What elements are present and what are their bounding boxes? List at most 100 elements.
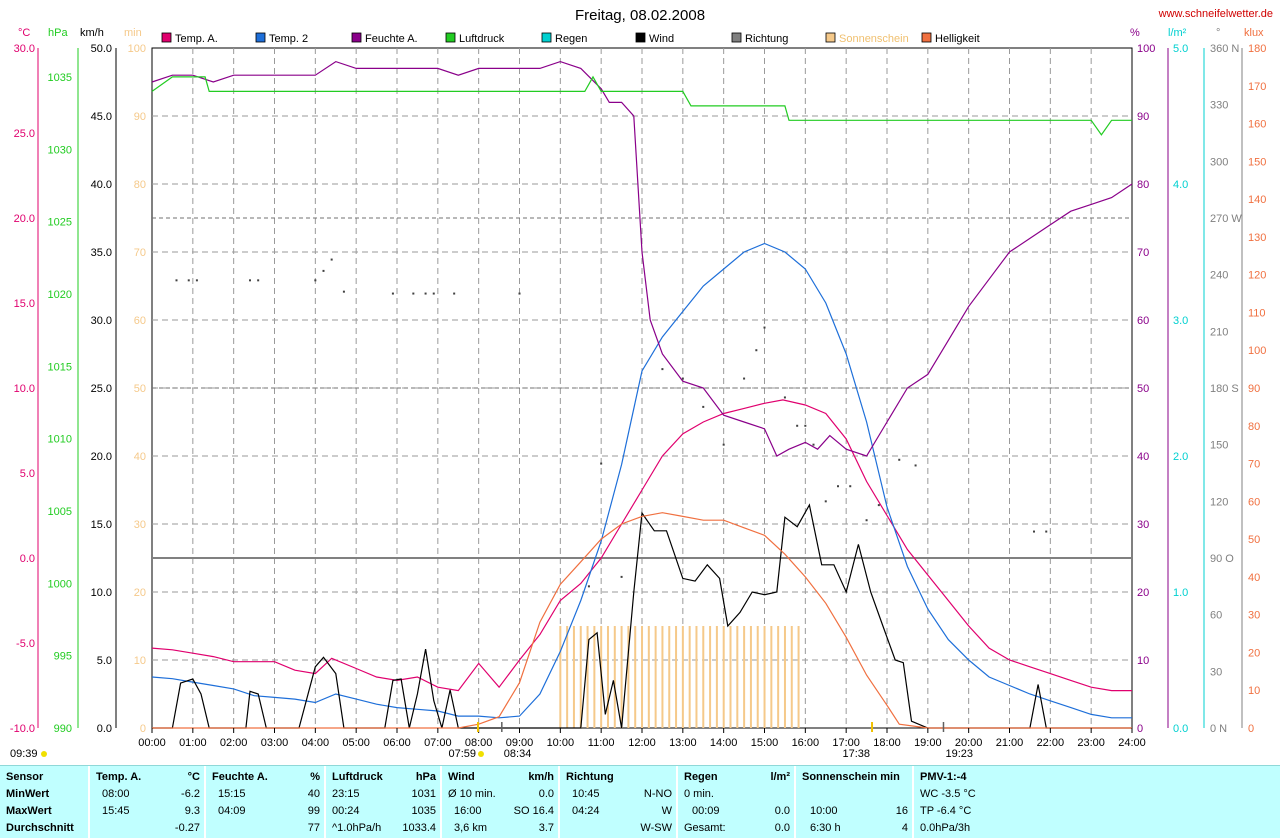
x-axis-tick: 10:00	[547, 737, 575, 749]
stats-wind-max-time: 16:00	[454, 805, 482, 817]
stats-feuchte-avg: 77	[307, 822, 320, 834]
richtung-dot	[195, 279, 198, 282]
sunset-time: 17:38	[842, 748, 870, 760]
axis-lux-tick: 130	[1248, 232, 1266, 244]
axis-wind-tick: 35.0	[91, 247, 112, 259]
stats-label-min: MinWert	[6, 788, 50, 800]
axis-lux-tick: 110	[1248, 307, 1266, 319]
axis-humidity-tick: 0	[1137, 723, 1143, 735]
x-axis-tick: 05:00	[342, 737, 370, 749]
richtung-dot	[804, 424, 807, 427]
richtung-dot	[412, 292, 415, 295]
axis-temp-tick: -10.0	[10, 723, 35, 735]
richtung-dot	[661, 368, 664, 371]
axis-humidity-tick: 100	[1137, 43, 1155, 55]
x-axis-tick: 20:00	[955, 737, 983, 749]
axis-direction-tick: 180 S	[1210, 383, 1239, 395]
stats-col-temp: Temp. A. °C 08:00 -6.2 15:45 9.3 -0.27	[88, 766, 206, 838]
stats-luftdruck-min-time: 23:15	[332, 788, 360, 800]
x-axis-tick: 16:00	[792, 737, 820, 749]
axis-humidity-tick: 40	[1137, 451, 1149, 463]
axis-pressure-tick: 1025	[48, 217, 72, 229]
axis-wind-tick: 15.0	[91, 519, 112, 531]
legend-label-helligkeit: Helligkeit	[935, 33, 980, 45]
sun-icon	[477, 751, 484, 757]
legend-label-wind: Wind	[649, 33, 674, 45]
axis-sun-tick: 40	[134, 451, 146, 463]
axis-rain-tick: 3.0	[1173, 315, 1188, 327]
axis-lux-tick: 150	[1248, 156, 1266, 168]
axis-unit-wind: km/h	[80, 27, 104, 39]
axis-humidity-tick: 30	[1137, 519, 1149, 531]
axis-temp-tick: 15.0	[14, 298, 35, 310]
axis-wind-tick: 0.0	[97, 723, 112, 735]
stats-luftdruck-min: 1031	[411, 788, 436, 800]
stats-col-pmv: PMV-1:-4 WC -3.5 °C TP -6.4 °C 0.0hPa/3h	[912, 766, 1280, 838]
axis-lux-tick: 40	[1248, 572, 1260, 584]
stats-sonne-max: 16	[895, 805, 908, 817]
series-temp-a--line	[151, 399, 1132, 692]
x-axis-tick: 13:00	[669, 737, 697, 749]
stats-regen-max: 0.0	[774, 805, 790, 817]
axis-sun-tick: 90	[134, 111, 146, 123]
richtung-dot	[187, 279, 190, 282]
axis-wind-tick: 5.0	[97, 655, 112, 667]
stats-luftdruck-max-time: 00:24	[332, 805, 360, 817]
legend-swatch-wind	[635, 32, 646, 43]
sunset-civil-time: 19:23	[945, 748, 973, 760]
sunrise-civil-time: 08:34	[504, 748, 532, 760]
stats-regen-total-label: Gesamt:	[684, 822, 726, 834]
richtung-dot	[796, 424, 799, 427]
richtung-dot	[249, 279, 251, 282]
axis-pressure-tick: 990	[54, 723, 72, 735]
legend-swatch-temp_2	[255, 32, 266, 43]
axis-lux-tick: 80	[1248, 421, 1260, 433]
axis-temp-tick: 5.0	[20, 468, 35, 480]
richtung-dot	[453, 292, 456, 295]
legend-label-sonnenschein: Sonnenschein	[839, 33, 909, 45]
stats-temp-avg: -0.27	[174, 822, 200, 834]
richtung-dot	[587, 585, 590, 588]
axis-rain-tick: 2.0	[1173, 451, 1188, 463]
stats-label-max: MaxWert	[6, 805, 52, 817]
axis-lux-tick: 170	[1248, 81, 1266, 93]
stats-label-sensor: Sensor	[6, 771, 44, 783]
axis-pressure-tick: 1015	[48, 361, 72, 373]
axis-lux-tick: 180	[1248, 43, 1266, 55]
moonrise-time: 09:39	[10, 748, 38, 760]
richtung-dot	[755, 349, 758, 352]
axis-rain-tick: 1.0	[1173, 587, 1188, 599]
stats-temp-min-time: 08:00	[102, 788, 130, 800]
axis-direction-tick: 30	[1210, 666, 1222, 678]
series-luftdruck-line	[151, 75, 1132, 136]
axis-unit-pressure: hPa	[48, 27, 68, 39]
axis-sun-tick: 20	[134, 587, 146, 599]
stats-pmv-windchill: WC -3.5 °C	[920, 788, 976, 800]
axis-direction-tick: 360 N	[1210, 43, 1239, 55]
chart-title: Freitag, 08.02.2008	[575, 7, 705, 24]
x-axis-tick: 24:00	[1118, 737, 1146, 749]
axis-temp-tick: -5.0	[16, 638, 35, 650]
richtung-dot	[424, 292, 427, 295]
axis-temp-tick: 10.0	[14, 383, 35, 395]
stats-feuchte-min-time: 15:15	[218, 788, 246, 800]
legend-label-feuchte: Feuchte A.	[365, 33, 418, 45]
stats-regen-head: Regen	[684, 771, 718, 783]
x-axis-tick: 08:00	[465, 737, 493, 749]
richtung-dot	[330, 258, 333, 261]
richtung-dot	[914, 464, 917, 467]
axis-direction-tick: 120	[1210, 496, 1228, 508]
axis-wind-tick: 40.0	[91, 179, 112, 191]
richtung-dot	[877, 504, 880, 507]
legend-label-richtung: Richtung	[745, 33, 788, 45]
axis-wind-tick: 25.0	[91, 383, 112, 395]
axis-direction-tick: 330	[1210, 100, 1228, 112]
axis-lux-tick: 160	[1248, 119, 1266, 131]
stats-temp-unit: °C	[187, 771, 200, 783]
axis-humidity-tick: 60	[1137, 315, 1149, 327]
x-axis-tick: 18:00	[873, 737, 901, 749]
axis-pressure-tick: 1035	[48, 72, 72, 84]
stats-regen-total: 0.0	[774, 822, 790, 834]
axis-sun-tick: 70	[134, 247, 146, 259]
stats-sonne-head: Sonnenschein min	[802, 771, 900, 783]
